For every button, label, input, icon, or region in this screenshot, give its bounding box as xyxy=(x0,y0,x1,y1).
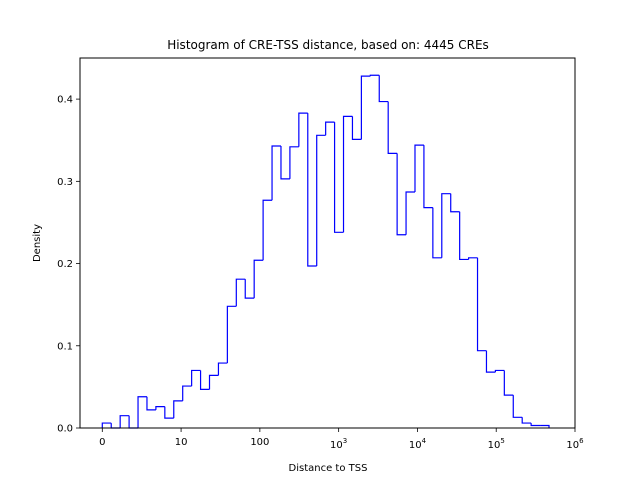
histogram-bin xyxy=(307,113,317,267)
histogram-bins xyxy=(101,74,550,429)
x-tick-base: 100 xyxy=(250,437,269,448)
histogram-bin xyxy=(369,74,380,77)
histogram-bin xyxy=(226,305,237,364)
x-tick-label: 10 xyxy=(175,437,188,448)
histogram-bin xyxy=(485,350,496,373)
histogram-bin xyxy=(378,75,389,103)
histogram-bin xyxy=(423,145,433,209)
histogram-bin xyxy=(208,374,219,390)
histogram-bin xyxy=(441,193,451,258)
histogram-bin xyxy=(396,153,407,236)
histogram-bin xyxy=(405,191,415,235)
histogram-bin xyxy=(155,406,165,410)
histogram-bin xyxy=(450,193,460,213)
histogram-bin xyxy=(467,257,478,260)
x-tick-base: 10 xyxy=(175,437,188,448)
histogram-bin xyxy=(494,369,505,373)
x-tick-label: 103 xyxy=(330,437,347,451)
histogram-bin xyxy=(316,134,326,267)
x-tick-base: 10 xyxy=(409,440,422,451)
x-tick-label: 0 xyxy=(99,437,105,448)
histogram-bin xyxy=(173,400,183,419)
histogram-bin xyxy=(476,257,487,352)
histogram-bin xyxy=(459,211,469,261)
x-tick-exponent: 4 xyxy=(422,437,427,445)
histogram-bin xyxy=(101,422,112,428)
chart-title: Histogram of CRE-TSS distance, based on:… xyxy=(167,38,489,52)
y-tick-label: 0.0 xyxy=(57,424,73,435)
y-tick-label: 0.4 xyxy=(57,95,73,106)
histogram-bin xyxy=(521,417,532,424)
histogram-bin xyxy=(351,116,362,140)
histogram-bin xyxy=(235,278,246,307)
histogram-bin xyxy=(414,144,424,193)
x-tick-base: 0 xyxy=(99,437,105,448)
histogram-bin xyxy=(333,122,344,233)
x-tick-label: 100 xyxy=(250,437,269,448)
histogram-bin xyxy=(360,75,371,140)
histogram-bin xyxy=(128,415,139,429)
histogram-bin xyxy=(253,259,264,299)
histogram-bin xyxy=(387,101,398,154)
histogram-bin xyxy=(298,112,308,147)
histogram-bin xyxy=(432,207,442,259)
y-tick-label: 0.2 xyxy=(57,259,73,270)
y-axis-label: Density xyxy=(32,224,43,262)
histogram-bin xyxy=(271,145,281,201)
plot-frame xyxy=(79,57,576,429)
histogram-bin xyxy=(164,406,174,419)
histogram-bin xyxy=(325,121,335,136)
histogram-bin xyxy=(182,385,192,401)
histogram-bin xyxy=(110,423,121,429)
histogram-bin xyxy=(512,395,523,418)
histogram-bin xyxy=(137,396,147,428)
x-tick-label: 106 xyxy=(566,437,584,451)
histogram-bin xyxy=(530,423,541,427)
x-tick-label: 105 xyxy=(488,437,505,451)
histogram-bin xyxy=(503,370,514,396)
x-tick-exponent: 6 xyxy=(579,437,584,445)
histogram-bin xyxy=(342,115,353,233)
histogram-bin xyxy=(540,424,550,428)
x-tick-base: 10 xyxy=(330,440,343,451)
x-tick-label: 104 xyxy=(409,437,427,451)
y-tick-label: 0.1 xyxy=(57,341,73,352)
histogram-bin xyxy=(244,279,255,299)
y-tick-label: 0.3 xyxy=(57,177,73,188)
x-tick-base: 10 xyxy=(566,440,579,451)
histogram-bin xyxy=(217,362,228,376)
x-axis-ticks: 0 10 100 103 104 105 106 xyxy=(99,428,584,451)
y-axis-ticks: 0.0 0.1 0.2 0.3 0.4 xyxy=(57,95,80,435)
x-tick-base: 10 xyxy=(488,440,501,451)
histogram-bin xyxy=(262,199,273,261)
histogram-bin xyxy=(199,370,210,390)
histogram-bin xyxy=(119,415,130,428)
histogram-bin xyxy=(191,369,201,387)
histogram-bin xyxy=(289,146,299,179)
x-axis-label: Distance to TSS xyxy=(289,463,368,474)
histogram-bin xyxy=(280,145,290,180)
x-tick-exponent: 3 xyxy=(343,437,347,445)
x-tick-exponent: 5 xyxy=(500,437,504,445)
histogram-bin xyxy=(146,396,156,411)
